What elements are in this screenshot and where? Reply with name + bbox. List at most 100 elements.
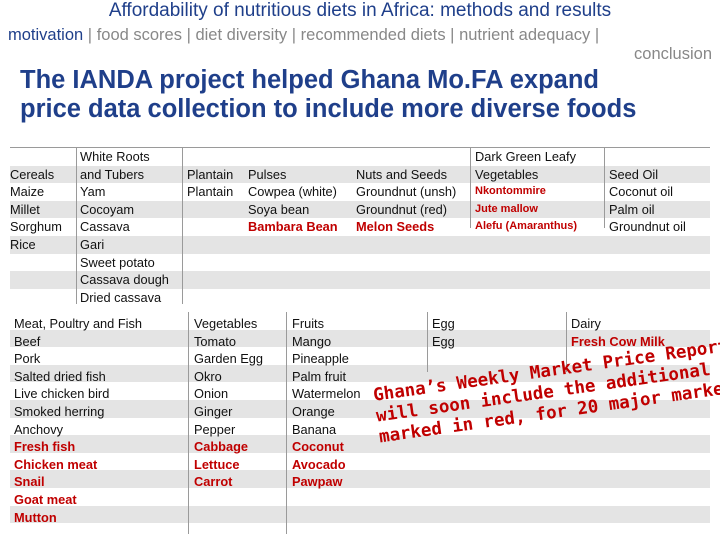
table-cell: Pork	[14, 351, 41, 367]
column-cereals: Cereals Maize Millet Sorghum Rice	[10, 148, 62, 254]
table-cell-new: Mutton	[14, 509, 57, 525]
column-header: Meat, Poultry and Fish	[14, 316, 143, 331]
column-vegetables: Vegetables Tomato Garden Egg Okro Onion …	[194, 315, 263, 491]
table-cell: Smoked herring	[14, 403, 105, 419]
table-cell-new: Jute mallow	[475, 202, 538, 215]
column-divider	[286, 312, 287, 534]
table-row-band	[10, 165, 710, 184]
column-header: Vegetables	[475, 166, 539, 182]
table-cell-new: Coconut	[292, 439, 344, 455]
table-cell: Banana	[292, 421, 337, 437]
column-plantain: Plantain Plantain	[187, 148, 233, 201]
cell-blank	[248, 148, 338, 166]
column-header: and Tubers	[80, 166, 145, 182]
column-egg: Egg Egg	[432, 315, 455, 350]
column-header: Pulses	[248, 166, 287, 182]
table-cell: Maize	[10, 184, 45, 200]
column-divider	[427, 312, 428, 372]
table-cell: Okro	[194, 368, 222, 384]
nav-item-diet-diversity[interactable]: diet diversity	[195, 26, 288, 44]
column-header: Dairy	[571, 316, 601, 331]
nav-item-nutrient-adequacy[interactable]: nutrient adequacy	[459, 26, 591, 44]
slide-title-line: price data collection to include more di…	[20, 95, 637, 123]
table-cell: Watermelon	[292, 386, 361, 402]
table-cell: Pepper	[194, 421, 236, 437]
table-cell-new: Alefu (Amaranthus)	[475, 220, 578, 233]
table-cell: Palm fruit	[292, 368, 347, 384]
table-cell: Salted dried fish	[14, 368, 106, 384]
column-meat-poultry-fish: Meat, Poultry and Fish Beef Pork Salted …	[14, 315, 142, 526]
column-header: Cereals	[10, 166, 55, 182]
table-cell: Palm oil	[609, 201, 655, 217]
column-header: Seed Oil	[609, 166, 659, 182]
table-cell: Millet	[10, 201, 40, 217]
table-cell-new: Melon Seeds	[356, 219, 435, 235]
table-cell: Mango	[292, 333, 332, 349]
table-cell: Coconut oil	[609, 184, 674, 200]
table-cell: Anchovy	[14, 421, 64, 437]
table-cell-new: Cabbage	[194, 439, 249, 455]
table-cell: Live chicken bird	[14, 386, 110, 402]
nav-item-food-scores[interactable]: food scores	[96, 26, 182, 44]
nav-item-motivation[interactable]: motivation	[8, 26, 84, 44]
table-cell: Sweet potato	[80, 254, 155, 270]
column-dark-green-leafy: Dark Green Leafy Vegetables Nkontommire …	[475, 148, 577, 236]
table-cell: Cassava	[80, 219, 130, 235]
table-cell-new: Pawpaw	[292, 474, 343, 490]
table-row-band	[10, 435, 710, 453]
table-cell-new: Fresh Cow Milk	[571, 333, 665, 349]
table-cell-new: Bambara Bean	[248, 219, 338, 235]
table-cell-new: Lettuce	[194, 456, 240, 472]
cell-blank	[356, 148, 456, 166]
column-fruits: Fruits Mango Pineapple Palm fruit Waterm…	[292, 315, 361, 491]
table-cell: Tomato	[194, 333, 236, 349]
column-divider	[604, 148, 605, 228]
table-cell: Rice	[10, 236, 36, 252]
table-cell: Onion	[194, 386, 229, 402]
nav-item-recommended-diets[interactable]: recommended diets	[300, 26, 446, 44]
table-cell-new: Snail	[14, 474, 45, 490]
cell-blank	[609, 148, 686, 166]
table-cell: Egg	[432, 333, 455, 349]
table-cell: Sorghum	[10, 219, 62, 235]
nav-separator: |	[87, 26, 93, 44]
column-nuts-seeds: Nuts and Seeds Groundnut (unsh) Groundnu…	[356, 148, 456, 236]
section-navigation: motivation | food scores | diet diversit…	[8, 26, 712, 64]
table-cell: Beef	[14, 333, 41, 349]
table-cell: Plantain	[187, 184, 234, 200]
column-divider	[470, 148, 471, 228]
table-row-band	[10, 400, 710, 418]
cell-blank	[10, 148, 62, 166]
table-cell: Gari	[80, 236, 105, 252]
deck-title: Affordability of nutritious diets in Afr…	[108, 0, 612, 21]
food-group-table-2: Meat, Poultry and Fish Beef Pork Salted …	[10, 312, 710, 534]
column-header: Egg	[432, 316, 455, 331]
table-row-band	[10, 470, 710, 488]
table-cell: Groundnut (red)	[356, 201, 448, 217]
table-cell-new: Fresh fish	[14, 439, 76, 455]
table-cell: Orange	[292, 403, 335, 419]
table-row-band	[10, 271, 710, 289]
column-header: Nuts and Seeds	[356, 166, 448, 182]
column-seed-oil: Seed Oil Coconut oil Palm oil Groundnut …	[609, 148, 686, 236]
table-cell-new: Chicken meat	[14, 456, 98, 472]
column-header: Dark Green Leafy	[475, 149, 577, 164]
nav-separator: |	[594, 26, 600, 44]
table-row-band	[10, 236, 710, 254]
cell-blank	[187, 148, 233, 166]
column-divider	[188, 312, 189, 534]
nav-item-conclusion[interactable]: conclusion	[634, 45, 712, 63]
table-cell: Cassava dough	[80, 272, 169, 288]
column-header: White Roots	[80, 149, 150, 164]
nav-separator: |	[291, 26, 297, 44]
table-cell: Garden Egg	[194, 351, 264, 367]
column-header: Fruits	[292, 316, 324, 331]
column-dairy: Dairy Fresh Cow Milk	[571, 315, 665, 350]
table-row-band	[10, 505, 710, 524]
table-cell: Pineapple	[292, 351, 349, 367]
table-cell: Groundnut (unsh)	[356, 184, 457, 200]
column-divider	[76, 148, 77, 304]
table-cell: Groundnut oil	[609, 219, 686, 235]
column-header: Plantain	[187, 166, 234, 182]
column-divider	[182, 148, 183, 304]
